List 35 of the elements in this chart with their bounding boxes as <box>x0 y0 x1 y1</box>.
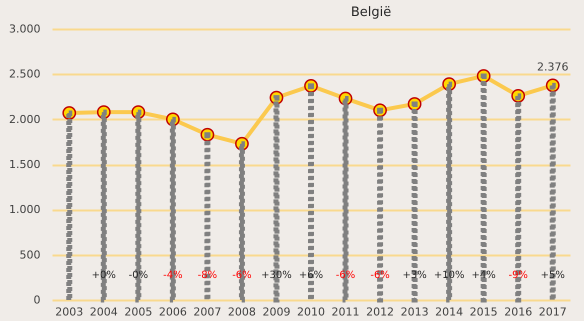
data-label: 2.376 <box>536 60 568 74</box>
annotation: -9% <box>508 270 528 281</box>
x-tick-label: 2009 <box>262 306 290 318</box>
chart-title: België <box>350 5 392 20</box>
annotation: +4% <box>472 270 496 281</box>
annotation: +6% <box>298 270 324 281</box>
y-tick-label: 2.500 <box>9 68 40 81</box>
y-tick-label: 1.000 <box>9 203 40 216</box>
y-tick-label: 500 <box>20 248 40 262</box>
annotation: -0% <box>128 270 148 281</box>
y-tick-label: 2.000 <box>9 112 40 126</box>
x-tick-label: 2004 <box>90 306 118 318</box>
x-tick-label: 2006 <box>158 306 187 318</box>
x-tick-label: 2015 <box>470 306 498 318</box>
x-tick-label: 2014 <box>435 306 464 318</box>
x-tick-label: 2017 <box>538 306 567 318</box>
y-tick-label: 3.000 <box>9 22 40 36</box>
x-tick-label: 2007 <box>193 306 222 318</box>
annotation: -8% <box>198 270 218 281</box>
annotation: +30% <box>261 270 292 281</box>
x-tick-label: 2010 <box>297 306 325 318</box>
x-tick-label: 2016 <box>504 306 532 318</box>
y-tick-label: 1.500 <box>9 158 40 171</box>
x-tick-label: 2003 <box>55 306 84 318</box>
x-tick-label: 2011 <box>332 306 360 318</box>
y-tick-label: 0 <box>34 294 40 306</box>
x-tick-label: 2005 <box>124 306 152 318</box>
x-tick-label: 2013 <box>400 306 429 318</box>
x-tick-label: 2012 <box>366 306 394 318</box>
annotation: -6% <box>232 270 252 281</box>
annotation: -6% <box>370 270 390 281</box>
annotation: +3% <box>402 270 427 281</box>
annotation: -6% <box>336 270 356 281</box>
annotation: -4% <box>163 270 183 281</box>
x-tick-label: 2008 <box>228 306 256 318</box>
